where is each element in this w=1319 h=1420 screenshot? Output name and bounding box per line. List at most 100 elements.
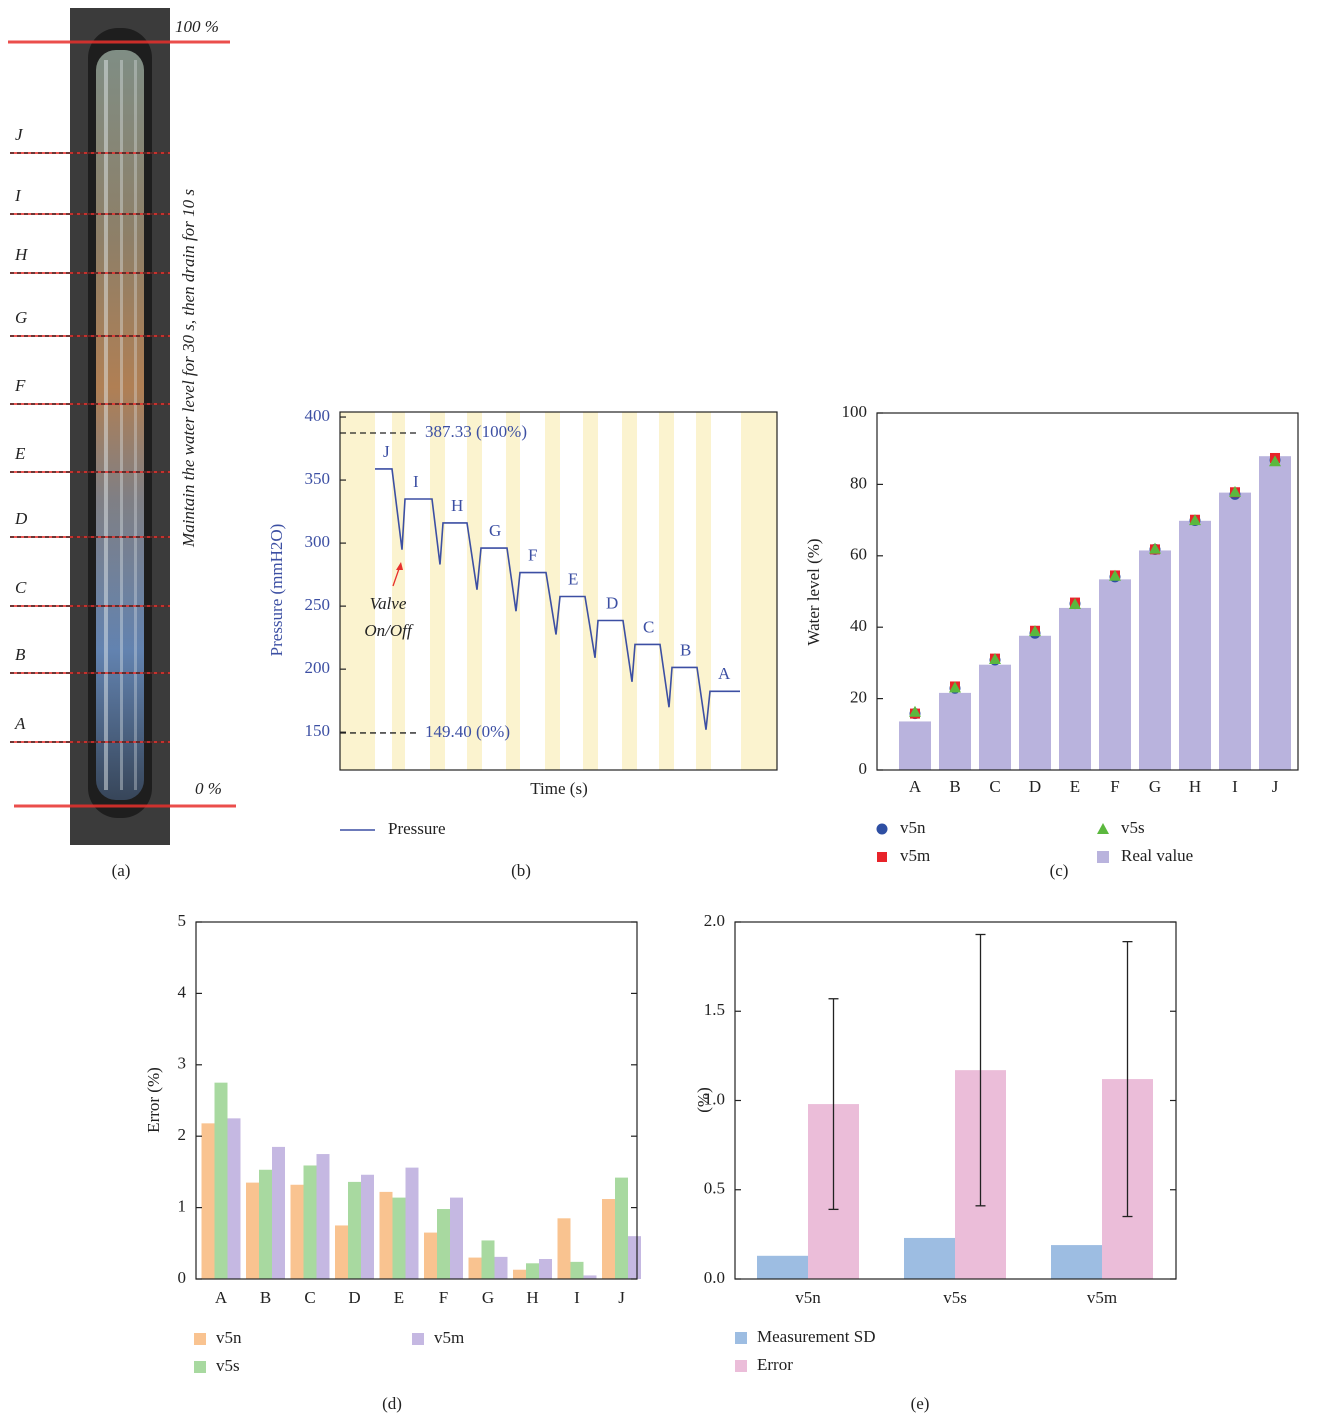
level-label: D xyxy=(14,509,28,528)
step-label: D xyxy=(606,593,618,612)
legend-swatch xyxy=(1097,851,1109,863)
shaded-band xyxy=(659,412,674,770)
shaded-band xyxy=(622,412,637,770)
level-label: H xyxy=(14,245,29,264)
shaded-band xyxy=(430,412,445,770)
bar xyxy=(348,1181,361,1279)
y-tick-label: 300 xyxy=(305,532,331,551)
y-tick-label: 1 xyxy=(178,1197,187,1216)
level-label: J xyxy=(15,125,24,144)
caption: (e) xyxy=(911,1394,930,1413)
y-tick-label: 350 xyxy=(305,469,331,488)
legend-swatch xyxy=(735,1360,747,1372)
bar xyxy=(290,1184,304,1279)
x-tick-label: F xyxy=(1110,777,1119,796)
y-tick-label: 5 xyxy=(178,911,187,930)
photo xyxy=(70,8,170,845)
legend-swatch xyxy=(412,1333,424,1345)
y-tick-label: 0 xyxy=(178,1268,187,1287)
bar xyxy=(513,1269,526,1279)
y-tick-label: 1.5 xyxy=(704,1000,725,1019)
legend-swatch xyxy=(194,1361,206,1373)
caption: (d) xyxy=(382,1394,402,1413)
bar xyxy=(1099,579,1131,770)
marker xyxy=(1269,455,1281,467)
y-tick-label: 100 xyxy=(842,402,868,421)
level-label: A xyxy=(14,714,26,733)
x-tick-label: I xyxy=(574,1288,580,1307)
y-tick-label: 0 xyxy=(859,759,868,778)
bar xyxy=(494,1256,508,1279)
bar xyxy=(904,1237,955,1279)
bar xyxy=(557,1218,571,1279)
x-tick-label: D xyxy=(348,1288,360,1307)
y-tick-label: 2.0 xyxy=(704,911,725,930)
level-label: F xyxy=(14,376,26,395)
y-tick-label: 0.5 xyxy=(704,1179,725,1198)
caption: (b) xyxy=(511,861,531,880)
x-tick-label: A xyxy=(909,777,922,796)
y-tick-label: 1.0 xyxy=(704,1089,725,1108)
step-label: B xyxy=(680,640,691,659)
y-axis-label: Error (%) xyxy=(144,1067,163,1133)
y-tick-label: 20 xyxy=(850,688,867,707)
marker xyxy=(876,823,888,835)
legend-label: v5m xyxy=(900,846,930,865)
marker xyxy=(1029,625,1041,637)
side-note: Maintain the water level for 30 s, then … xyxy=(179,189,198,548)
plot-frame xyxy=(339,411,778,771)
bar xyxy=(899,721,931,770)
bar xyxy=(424,1232,437,1279)
legend-label: Error xyxy=(757,1355,793,1374)
plot-frame xyxy=(876,412,1299,771)
bar xyxy=(392,1197,406,1279)
step-label: I xyxy=(413,472,419,491)
x-tick-label: C xyxy=(304,1288,315,1307)
shaded-band xyxy=(741,412,777,770)
shaded-band xyxy=(545,412,560,770)
x-tick-label: v5m xyxy=(1087,1288,1117,1307)
bar xyxy=(201,1123,215,1279)
x-tick-label: H xyxy=(1189,777,1201,796)
legend-label: v5n xyxy=(216,1328,242,1347)
x-tick-label: B xyxy=(949,777,960,796)
legend-label: Real value xyxy=(1121,846,1193,865)
marker xyxy=(989,652,1001,664)
step-label: A xyxy=(718,664,731,683)
bar xyxy=(1219,492,1251,770)
bar xyxy=(526,1263,539,1279)
bar xyxy=(1059,607,1091,770)
bar xyxy=(628,1236,641,1279)
bar xyxy=(757,1255,808,1279)
x-tick-label: J xyxy=(618,1288,625,1307)
level-label: B xyxy=(15,645,26,664)
level-label: I xyxy=(14,186,22,205)
y-tick-label: 2 xyxy=(178,1125,187,1144)
bar xyxy=(1139,550,1171,770)
bar xyxy=(259,1169,272,1279)
step-label: H xyxy=(451,496,463,515)
bar xyxy=(335,1225,348,1279)
bar xyxy=(468,1257,482,1279)
step-label: C xyxy=(643,617,654,636)
annotation: On/Off xyxy=(364,621,414,640)
y-axis-label: (%) xyxy=(694,1087,713,1112)
shaded-band xyxy=(340,412,375,770)
bar xyxy=(615,1177,628,1279)
bar xyxy=(379,1191,393,1279)
y-axis-label: Water level (%) xyxy=(804,538,823,645)
annotation: Valve xyxy=(370,594,407,613)
bar xyxy=(979,664,1011,770)
y-tick-label: 60 xyxy=(850,545,867,564)
step-label: F xyxy=(528,546,537,565)
level-label: G xyxy=(15,308,27,327)
bar xyxy=(316,1154,330,1279)
shaded-band xyxy=(583,412,598,770)
shaded-band xyxy=(467,412,482,770)
bar xyxy=(227,1118,241,1279)
x-tick-label: F xyxy=(439,1288,448,1307)
bar xyxy=(405,1167,419,1279)
x-tick-label: D xyxy=(1029,777,1041,796)
marker xyxy=(877,852,887,862)
legend-label: v5m xyxy=(434,1328,464,1347)
